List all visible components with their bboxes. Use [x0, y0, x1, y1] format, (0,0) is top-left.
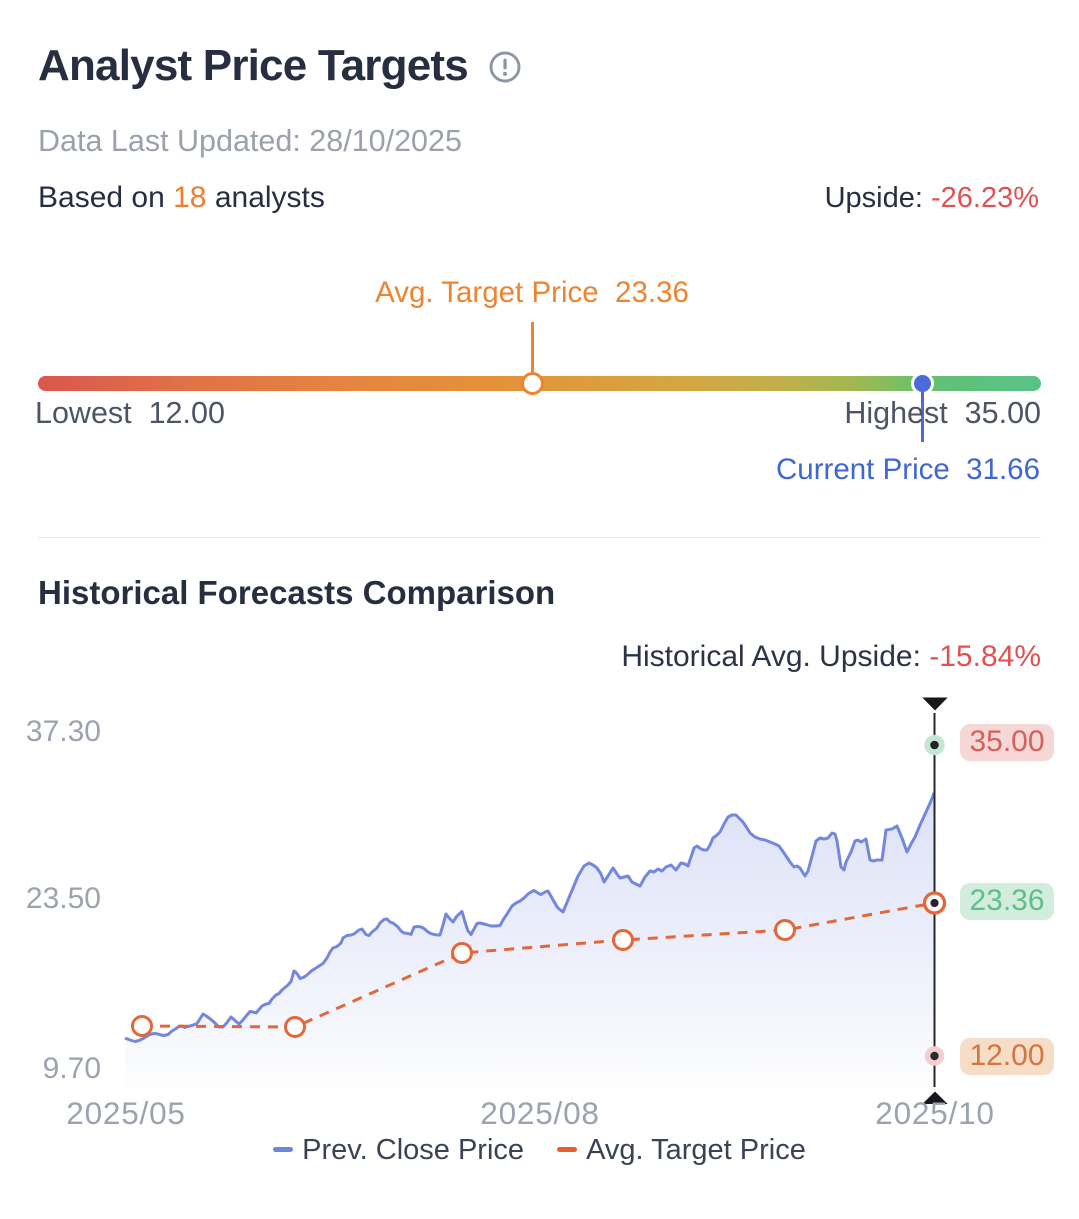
svg-text:2025/10: 2025/10: [875, 1095, 994, 1131]
svg-text:23.36: 23.36: [969, 884, 1044, 917]
svg-text:35.00: 35.00: [969, 725, 1044, 758]
svg-text:12.00: 12.00: [969, 1039, 1044, 1072]
svg-text:2025/08: 2025/08: [480, 1095, 599, 1131]
svg-text:23.50: 23.50: [26, 882, 101, 915]
svg-text:37.30: 37.30: [26, 715, 101, 748]
svg-text:2025/05: 2025/05: [66, 1095, 185, 1131]
svg-text:9.70: 9.70: [43, 1052, 101, 1085]
